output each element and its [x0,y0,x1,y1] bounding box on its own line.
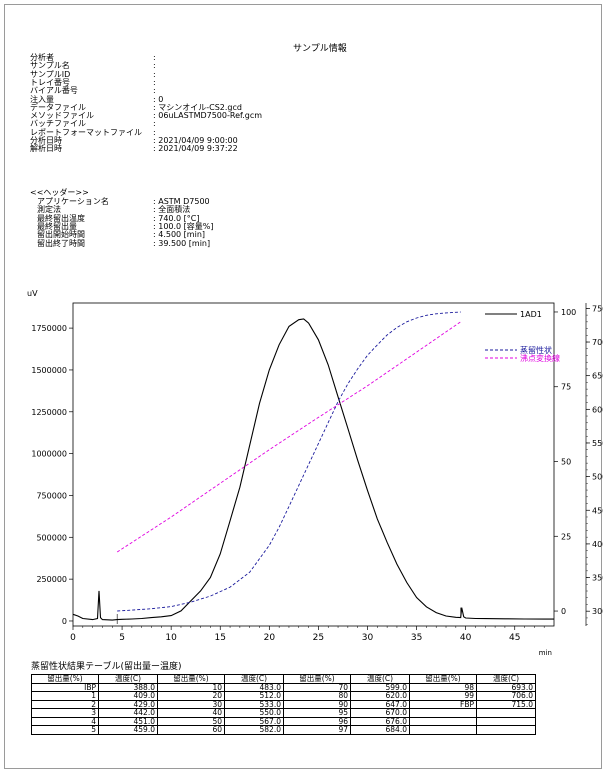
table-header-cell: 温度(C) [477,675,536,684]
x-tick-label: 15 [215,633,226,643]
y-right-tick-label: 750 [592,304,603,313]
series-line-0 [73,319,554,620]
table-cell: 582.0 [225,726,284,735]
y-left-tick-label: 1000000 [31,450,67,459]
table-cell: 1 [32,692,99,701]
table-header-cell: 留出量(%) [284,675,351,684]
table-header-cell: 留出量(%) [158,675,225,684]
series-line-2 [117,322,461,552]
table-cell: 409.0 [99,692,158,701]
x-tick-label: 45 [509,633,520,643]
results-table-title: 蒸留性状結果テーブル(留出量ー温度) [31,663,181,671]
y-left-tick-label: 750000 [36,491,67,500]
table-cell [410,717,477,726]
x-tick-label: 5 [119,633,125,643]
table-cell: 459.0 [99,726,158,735]
table-cell: 20 [158,692,225,701]
y-right-tick-label: 550 [592,439,603,448]
x-tick-label: 20 [264,633,276,643]
results-table: 留出量(%) 温度(C) 留出量(%) 温度(C) 留出量(%) 温度(C) 留出量(%) 温… [31,674,536,735]
table-row: IBP 388.0 10 483.0 70 599.0 98 693.0 [32,683,536,692]
x-tick-label: 0 [70,633,76,643]
table-row: 2 429.0 30 533.0 90 647.0 FBP 715.0 [32,700,536,709]
table-cell: 706.0 [477,692,536,701]
y-left-tick-label: 1500000 [31,366,67,375]
table-row: 5 459.0 60 582.0 97 684.0 [32,726,536,735]
y-left-tick-label: 1250000 [31,408,67,417]
y-right-tick-label: 650 [592,372,603,381]
table-cell: 5 [32,726,99,735]
y-right-tick-label: 700 [592,338,603,347]
table-cell: 620.0 [351,692,410,701]
table-header-cell: 温度(C) [99,675,158,684]
x-tick-label: 35 [411,633,422,643]
table-cell: 512.0 [225,692,284,701]
table-row: 3 442.0 40 550.0 95 670.0 [32,709,536,718]
table-cell [477,709,536,718]
table-cell: 715.0 [477,700,536,709]
y-left-tick-label: 1750000 [31,324,67,333]
x-axis-unit: min [539,649,552,657]
table-cell [410,709,477,718]
legend-label: 1AD1 [520,310,542,319]
table-cell: 550.0 [225,709,284,718]
y-mid-tick-label: 25 [561,532,571,541]
report-page: サンプル情報 分析者: サンプル名: サンプルID: トレイ番号: バイアル番号: 注入量… [4,4,602,769]
legend-label: 沸点変換線 [520,353,560,363]
y-right-tick-label: 400 [592,540,603,549]
results-table-header: 留出量(%) 温度(C) 留出量(%) 温度(C) 留出量(%) 温度(C) 留出量(%) 温… [32,675,536,684]
table-cell [410,726,477,735]
table-cell: 99 [410,692,477,701]
table-cell: 40 [158,709,225,718]
table-cell: 442.0 [99,709,158,718]
plot-frame [73,303,554,626]
y-mid-tick-label: 0 [561,607,566,616]
x-tick-label: 30 [362,633,374,643]
y-right-tick-label: 450 [592,506,603,515]
table-row: 1 409.0 20 512.0 80 620.0 99 706.0 [32,692,536,701]
table-cell [477,717,536,726]
y-axis-unit: uV [27,289,38,298]
y-right-tick-label: 300 [592,607,603,616]
x-tick-label: 25 [313,633,324,643]
table-cell: 684.0 [351,726,410,735]
x-tick-label: 40 [460,633,472,643]
y-mid-tick-label: 50 [561,458,571,467]
table-row: 4 451.0 50 567.0 96 676.0 [32,717,536,726]
table-cell: 97 [284,726,351,735]
x-tick-label: 10 [165,633,177,643]
table-header-cell: 留出量(%) [32,675,99,684]
table-cell: 670.0 [351,709,410,718]
y-right-tick-label: 600 [592,405,603,414]
y-left-tick-label: 500000 [36,533,67,542]
y-right-tick-label: 500 [592,473,603,482]
table-header-cell: 留出量(%) [410,675,477,684]
table-cell: 2 [32,700,99,709]
y-right-tick-label: 350 [592,574,603,583]
y-left-tick-label: 0 [62,617,67,626]
table-cell [477,726,536,735]
y-mid-tick-label: 100 [561,308,576,317]
table-header-cell: 温度(C) [225,675,284,684]
table-header-cell: 温度(C) [351,675,410,684]
table-cell: 4 [32,717,99,726]
table-cell: IBP [32,683,99,692]
y-left-tick-label: 250000 [36,575,67,584]
table-cell: 95 [284,709,351,718]
y-mid-tick-label: 75 [561,383,571,392]
table-cell: 60 [158,726,225,735]
table-cell: 80 [284,692,351,701]
table-cell: FBP [410,700,477,709]
table-cell: 3 [32,709,99,718]
